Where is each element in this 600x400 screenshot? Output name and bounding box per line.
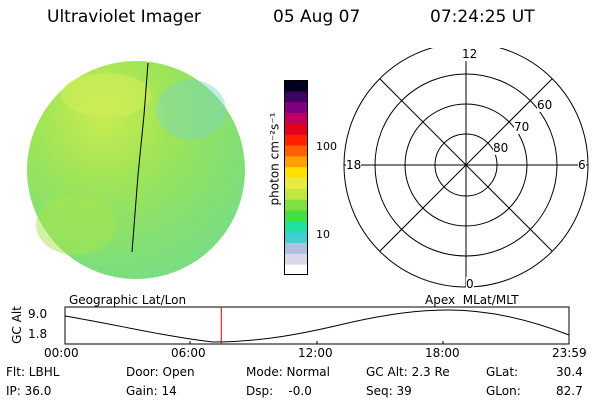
lat-label-70: 70 xyxy=(514,120,530,134)
colorbar-segment xyxy=(285,155,307,168)
gain-info: Gain: 14 xyxy=(126,384,177,398)
colorbar-segment xyxy=(285,112,307,124)
colorbar-segment xyxy=(285,210,307,222)
x-tick-0600: 06:00 xyxy=(171,346,206,360)
apex-title: Apex MLat/MLT xyxy=(425,293,519,307)
instrument-title: Ultraviolet Imager xyxy=(47,7,201,27)
colorbar-tick-10: 10 xyxy=(316,228,330,241)
y-tick-1-8: 1.8 xyxy=(28,327,48,341)
colorbar-segment xyxy=(285,123,307,135)
polar-grid xyxy=(343,48,589,288)
geographic-title: Geographic Lat/Lon xyxy=(69,293,187,307)
colorbar-segment xyxy=(285,145,307,157)
glat-label: GLat: xyxy=(486,365,519,379)
dsp-info: Dsp: -0.0 xyxy=(246,384,312,398)
glon-value: 82.7 xyxy=(556,384,583,398)
colorbar-segment xyxy=(285,134,307,146)
colorbar-segment xyxy=(285,199,307,211)
colorbar-segment xyxy=(285,166,307,178)
lat-label-60: 60 xyxy=(537,98,553,112)
y-tick-9: 9.0 xyxy=(28,307,48,321)
uv-image xyxy=(27,61,245,279)
colorbar-segment xyxy=(285,231,307,243)
ip-info: IP: 36.0 xyxy=(6,384,52,398)
colorbar-segment xyxy=(285,90,307,103)
date-label: 05 Aug 07 xyxy=(273,7,361,27)
colorbar-segment xyxy=(285,101,307,113)
x-tick-1800: 18:00 xyxy=(425,346,460,360)
door-info: Door: Open xyxy=(126,365,195,379)
orbit-plot xyxy=(64,306,570,345)
colorbar xyxy=(284,80,308,275)
colorbar-segment xyxy=(285,80,307,92)
x-tick-2359: 23:59 xyxy=(552,346,587,360)
colorbar-segment xyxy=(285,177,307,189)
x-tick-0000: 00:00 xyxy=(44,346,79,360)
filter-info: Flt: LBHL xyxy=(6,365,60,379)
gc-alt-axis-label: GC Alt xyxy=(10,306,24,344)
mlt-label-0: 0 xyxy=(466,277,474,291)
mlt-label-6: 6 xyxy=(578,158,586,172)
altitude-curve xyxy=(64,309,570,343)
mode-info: Mode: Normal xyxy=(246,365,330,379)
glon-label: GLon: xyxy=(486,384,521,398)
colorbar-segment xyxy=(285,253,307,265)
mlt-label-12: 12 xyxy=(462,47,478,61)
mlt-label-18: 18 xyxy=(346,158,362,172)
lat-label-80: 80 xyxy=(493,141,509,155)
time-label: 07:24:25 UT xyxy=(430,7,535,27)
gc-alt-info: GC Alt: 2.3 Re xyxy=(366,365,450,379)
terminator-line xyxy=(131,62,149,253)
seq-info: Seq: 39 xyxy=(366,384,412,398)
colorbar-tick-100: 100 xyxy=(316,140,337,153)
colorbar-segment xyxy=(285,242,307,254)
orbit-plot-frame xyxy=(64,306,570,345)
glat-value: 30.4 xyxy=(556,365,583,379)
x-tick-1200: 12:00 xyxy=(298,346,333,360)
colorbar-unit-label: photon cm⁻²s⁻¹ xyxy=(267,112,282,206)
colorbar-segment xyxy=(285,220,307,233)
colorbar-segment xyxy=(285,188,307,200)
colorbar-segment xyxy=(285,264,307,275)
